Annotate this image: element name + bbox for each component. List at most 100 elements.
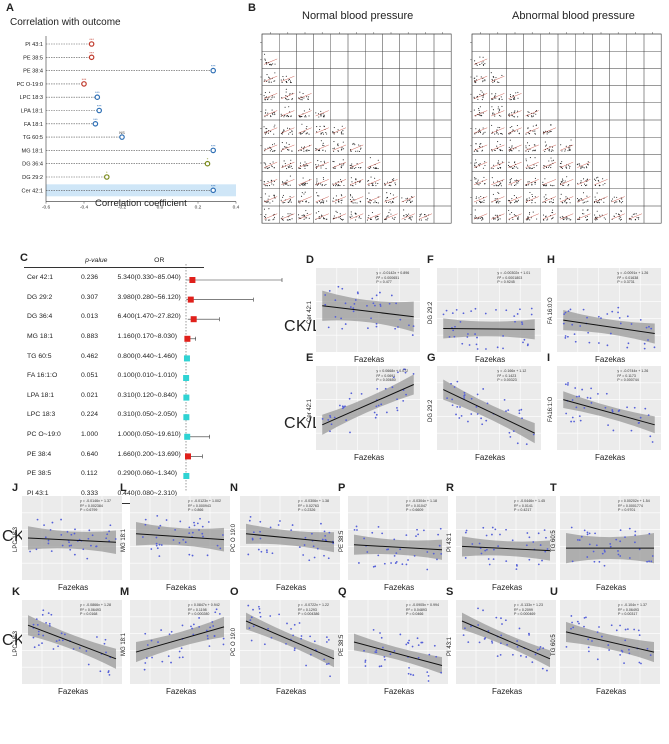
matrix-point [316, 192, 318, 194]
data-point [532, 541, 535, 543]
x-axis-label: Fazekas [384, 583, 415, 592]
data-point [269, 526, 272, 529]
data-point [470, 310, 473, 313]
data-point [321, 538, 324, 541]
matrix-point [509, 133, 511, 135]
matrix-fit [473, 110, 488, 117]
matrix-point [494, 198, 496, 200]
lipid-cell: MG 18:1 [27, 333, 54, 341]
matrix-point [632, 213, 634, 215]
data-point [575, 406, 578, 409]
matrix-point [562, 202, 564, 204]
data-point [377, 525, 380, 528]
matrix-fit [542, 196, 557, 203]
matrix-point [264, 148, 266, 150]
data-point [463, 391, 466, 394]
data-point [427, 680, 430, 682]
data-point [586, 396, 589, 399]
matrix-point [594, 214, 596, 216]
matrix-point [274, 63, 276, 65]
matrix-point [526, 142, 529, 144]
data-point [405, 563, 408, 566]
data-point [168, 633, 171, 636]
lipid-cell: LPC 18:3 [27, 411, 56, 419]
matrix-point [289, 132, 291, 134]
matrix-point [339, 179, 342, 181]
matrix-point [583, 167, 585, 169]
x-axis-label: Fazekas [595, 355, 626, 364]
data-point [330, 423, 333, 426]
matrix-point [549, 184, 552, 186]
matrix-point [306, 96, 308, 98]
matrix-point [322, 132, 324, 134]
matrix-fit [384, 179, 398, 185]
data-point [397, 326, 399, 328]
data-point [440, 552, 443, 555]
matrix-point [579, 216, 581, 218]
matrix-point [491, 150, 493, 152]
data-point [564, 337, 567, 339]
matrix-point [512, 218, 514, 220]
matrix-point [550, 201, 552, 203]
matrix-point [529, 167, 531, 169]
matrix-point [551, 185, 553, 187]
matrix-point [370, 166, 372, 168]
matrix-fit [628, 213, 643, 220]
matrix-point [322, 144, 324, 146]
data-point [586, 316, 588, 319]
abnormal-bp-scatter-matrix [470, 32, 662, 224]
matrix-point [566, 197, 569, 199]
data-point [316, 547, 319, 550]
matrix-point [406, 197, 408, 199]
matrix-point [300, 115, 302, 118]
equation-line: P = 0.4217 [514, 508, 532, 513]
matrix-point [334, 167, 336, 169]
matrix-fit [473, 127, 488, 134]
x-axis-label: Fazekas [58, 687, 89, 696]
matrix-point [342, 133, 344, 135]
matrix-point [599, 184, 601, 187]
matrix-point [568, 164, 570, 166]
matrix-point [306, 212, 308, 215]
matrix-fit [281, 110, 295, 117]
matrix-point [497, 219, 499, 221]
data-point [375, 651, 378, 654]
data-point [87, 663, 90, 666]
data-point [356, 529, 358, 531]
data-point [70, 544, 73, 547]
matrix-point [569, 147, 571, 149]
matrix-point [546, 219, 548, 221]
data-point [626, 628, 629, 631]
matrix-point [358, 216, 361, 218]
scatter-plot-p: y = -0.0304x + 1.18 R² = 0.01047 P = 0.660… [348, 496, 448, 580]
matrix-fit [367, 196, 381, 203]
data-point [648, 532, 651, 535]
data-point [411, 334, 414, 336]
matrix-point [536, 165, 538, 167]
matrix-point [482, 112, 484, 114]
matrix-point [635, 213, 637, 215]
matrix-point [529, 148, 531, 150]
data-point [440, 671, 443, 674]
matrix-point [508, 150, 511, 152]
panel-letter-i: I [547, 352, 551, 364]
data-point [266, 551, 268, 554]
panel-letter-b: B [248, 2, 256, 14]
data-point [626, 315, 629, 318]
regression-equation: y = -0.133x + 1.23 R² = 0.2099 P = 0.00046… [514, 603, 543, 617]
matrix-point [529, 157, 531, 159]
matrix-point [282, 165, 284, 167]
matrix-point [490, 72, 492, 74]
data-point [592, 550, 595, 553]
matrix-point [603, 217, 605, 219]
scatter-plot-f: y = -0.00302x + 1.01 R² = 0.0001803 P = 0.… [437, 268, 541, 352]
matrix-point [509, 95, 512, 98]
matrix-fit [559, 213, 574, 220]
matrix-point [349, 216, 351, 218]
data-point [570, 627, 572, 630]
matrix-fit [508, 127, 522, 134]
matrix-point [552, 201, 554, 204]
matrix-point [284, 201, 286, 204]
matrix-point [534, 196, 536, 198]
matrix-point [341, 195, 343, 197]
